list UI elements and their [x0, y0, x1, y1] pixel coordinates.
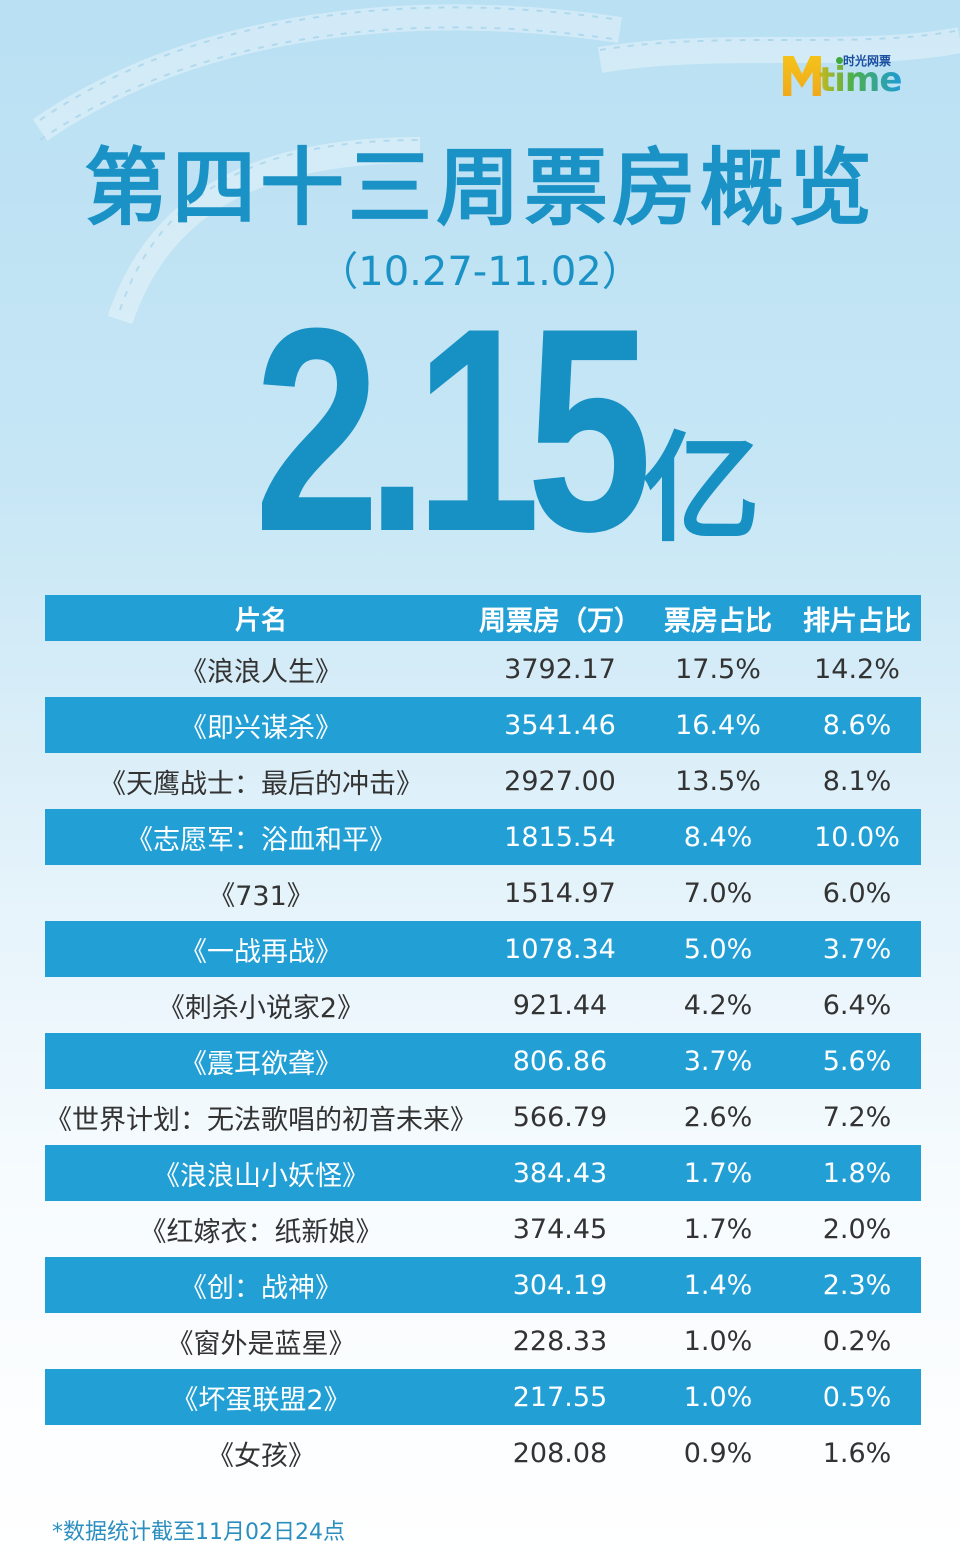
weekly-box-office: 1078.34 [504, 933, 616, 965]
weekly-box-office: 217.55 [512, 1381, 608, 1413]
screening-share: 0.2% [822, 1325, 892, 1357]
table-row: 《志愿军：浴血和平》 1815.54 8.4% 10.0% [45, 809, 921, 865]
movie-title: 《红嫁衣：纸新娘》 [139, 1216, 383, 1248]
table-row: 《女孩》 208.08 0.9% 1.6% [45, 1425, 921, 1481]
screening-share: 2.0% [822, 1213, 892, 1245]
movie-title: 《坏蛋联盟2》 [171, 1384, 351, 1416]
logo-dot [836, 57, 843, 64]
movie-title: 《即兴谋杀》 [180, 712, 342, 744]
screening-share: 6.4% [822, 989, 892, 1021]
movie-title: 《一战再战》 [180, 936, 342, 968]
table-header: 片名 周票房（万） 票房占比 排片占比 [45, 595, 921, 641]
movie-title: 《刺杀小说家2》 [157, 992, 365, 1024]
screening-share: 3.7% [822, 933, 892, 965]
logo-time-text: time [819, 60, 902, 100]
box-office-share: 7.0% [683, 877, 753, 909]
movie-title: 《震耳欲聋》 [180, 1048, 342, 1080]
screening-share: 1.8% [822, 1157, 892, 1189]
table-row: 《浪浪山小妖怪》 384.43 1.7% 1.8% [45, 1145, 921, 1201]
table-row: 《731》 1514.97 7.0% 6.0% [45, 865, 921, 921]
mtime-logo: 时光网票 time [783, 52, 923, 100]
table-row: 《刺杀小说家2》 921.44 4.2% 6.4% [45, 977, 921, 1033]
movie-title: 《浪浪山小妖怪》 [153, 1160, 369, 1192]
box-office-share: 3.7% [683, 1045, 753, 1077]
page-title: 第四十三周票房概览 [83, 139, 876, 237]
box-office-share: 1.0% [683, 1325, 753, 1357]
table-row: 《创：战神》 304.19 1.4% 2.3% [45, 1257, 921, 1313]
table-row: 《震耳欲聋》 806.86 3.7% 5.6% [45, 1033, 921, 1089]
date-range: （10.27-11.02） [318, 249, 642, 295]
weekly-box-office: 384.43 [512, 1157, 608, 1189]
box-office-share: 13.5% [675, 765, 761, 797]
box-office-share: 4.2% [683, 989, 753, 1021]
total-unit: 亿 [642, 420, 761, 558]
weekly-box-office: 208.08 [512, 1437, 608, 1469]
movie-title: 《世界计划：无法歌唱的初音未来》 [45, 1104, 477, 1136]
table-row: 《红嫁衣：纸新娘》 374.45 1.7% 2.0% [45, 1201, 921, 1257]
screening-share: 8.1% [822, 765, 892, 797]
movie-title: 《浪浪人生》 [180, 656, 342, 688]
header-screen-share: 排片占比 [803, 605, 911, 637]
weekly-box-office: 921.44 [512, 989, 608, 1021]
screening-share: 5.6% [822, 1045, 892, 1077]
weekly-box-office: 3541.46 [504, 709, 616, 741]
screening-share: 8.6% [822, 709, 892, 741]
movie-title: 《天鹰战士：最后的冲击》 [99, 768, 423, 800]
table-row: 《世界计划：无法歌唱的初音未来》 566.79 2.6% 7.2% [45, 1089, 921, 1145]
box-office-share: 5.0% [683, 933, 753, 965]
logo-cn-text: 时光网票 [843, 52, 891, 69]
weekly-box-office: 374.45 [512, 1213, 608, 1245]
weekly-box-office: 2927.00 [504, 765, 616, 797]
weekly-box-office: 304.19 [512, 1269, 608, 1301]
movie-title: 《731》 [208, 880, 314, 912]
table-row: 《浪浪人生》 3792.17 17.5% 14.2% [45, 641, 921, 697]
screening-share: 1.6% [822, 1437, 892, 1469]
box-office-share: 2.6% [683, 1101, 753, 1133]
screening-share: 7.2% [822, 1101, 892, 1133]
weekly-box-office: 3792.17 [504, 653, 616, 685]
weekly-box-office: 1815.54 [504, 821, 616, 853]
screening-share: 10.0% [814, 821, 900, 853]
movie-title: 《窗外是蓝星》 [166, 1328, 356, 1360]
screening-share: 6.0% [822, 877, 892, 909]
header-title: 片名 [234, 605, 287, 636]
table-row: 《窗外是蓝星》 228.33 1.0% 0.2% [45, 1313, 921, 1369]
table-row: 《天鹰战士：最后的冲击》 2927.00 13.5% 8.1% [45, 753, 921, 809]
footnote: *数据统计截至11月02日24点 [52, 1520, 345, 1545]
weekly-box-office: 566.79 [512, 1101, 608, 1133]
header-box-share: 票房占比 [664, 605, 772, 637]
total-value: 2.15 [253, 268, 652, 592]
table-row: 《坏蛋联盟2》 217.55 1.0% 0.5% [45, 1369, 921, 1425]
header-box: 周票房（万） [479, 605, 641, 637]
screening-share: 2.3% [822, 1269, 892, 1301]
box-office-share: 1.7% [683, 1213, 753, 1245]
weekly-box-office: 1514.97 [504, 877, 616, 909]
screening-share: 0.5% [822, 1381, 892, 1413]
logo-m-mark [783, 56, 821, 96]
box-office-share: 8.4% [683, 821, 753, 853]
box-office-share: 0.9% [683, 1437, 753, 1469]
movie-title: 《女孩》 [207, 1440, 315, 1472]
movie-title: 《志愿军：浴血和平》 [126, 824, 396, 856]
screening-share: 14.2% [814, 653, 900, 685]
box-office-share: 1.4% [683, 1269, 753, 1301]
total-box-office: 2.15亿 [0, 268, 960, 655]
box-office-table: 片名 周票房（万） 票房占比 排片占比 《浪浪人生》 3792.17 17.5% 14… [45, 595, 921, 1481]
weekly-box-office: 228.33 [512, 1325, 608, 1357]
table-row: 《一战再战》 1078.34 5.0% 3.7% [45, 921, 921, 977]
table-row: 《即兴谋杀》 3541.46 16.4% 8.6% [45, 697, 921, 753]
weekly-box-office: 806.86 [512, 1045, 608, 1077]
box-office-share: 1.7% [683, 1157, 753, 1189]
box-office-share: 17.5% [675, 653, 761, 685]
movie-title: 《创：战神》 [180, 1272, 342, 1304]
box-office-share: 16.4% [675, 709, 761, 741]
box-office-share: 1.0% [683, 1381, 753, 1413]
